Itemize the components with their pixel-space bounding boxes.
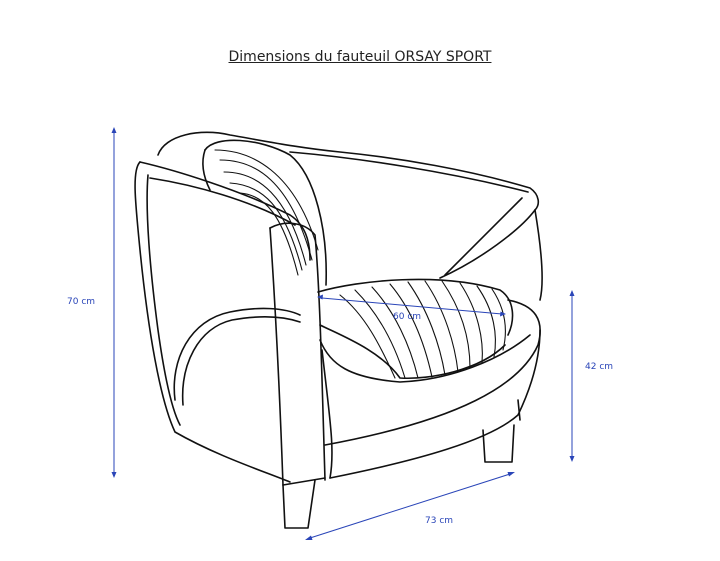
dimension-lines [111, 127, 575, 540]
diagram-title: Dimensions du fauteuil ORSAY SPORT [228, 49, 492, 65]
seat-depth-label: 60 cm [393, 312, 422, 322]
depth-dimension-line [321, 297, 503, 315]
width-label: 73 cm [425, 516, 454, 526]
seat-height-label: 42 cm [585, 362, 614, 372]
armchair-outline [134, 131, 543, 529]
width-dimension-line [309, 473, 511, 539]
height-label: 70 cm [67, 297, 96, 307]
